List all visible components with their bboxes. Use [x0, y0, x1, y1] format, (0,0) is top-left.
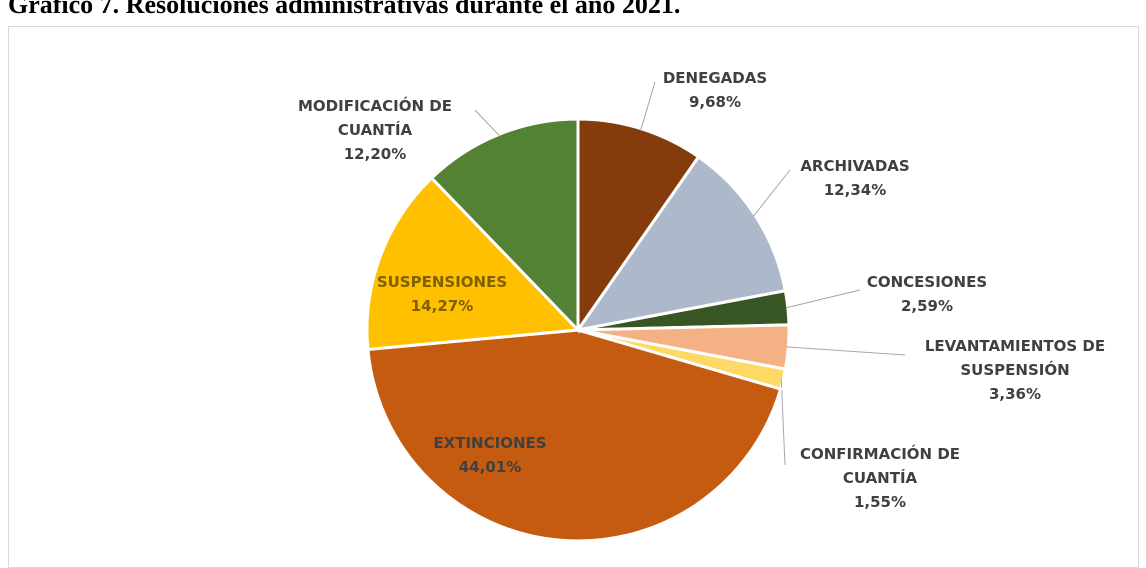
data-label: MODIFICACIÓN DE CUANTÍA 12,20% [275, 94, 475, 166]
data-label: ARCHIVADAS 12,34% [775, 154, 935, 202]
value-label: 44,01% [458, 458, 522, 476]
data-label: SUSPENSIONES 14,27% [362, 270, 522, 318]
chart-title: Gráfico 7. Resoluciones administrativas … [8, 0, 681, 19]
leader-line [640, 81, 656, 131]
category-label: MODIFICACIÓN DE CUANTÍA [298, 97, 452, 139]
leader-line [753, 169, 791, 217]
data-label: CONCESIONES 2,59% [847, 270, 1007, 318]
category-label: CONFIRMACIÓN DE CUANTÍA [799, 445, 961, 487]
value-label: 14,27% [410, 297, 474, 315]
pie-slice [366, 328, 783, 543]
pie-slice [429, 117, 580, 334]
category-label: EXTINCIONES [433, 434, 547, 452]
value-label: 3,36% [988, 385, 1042, 403]
leader-line [474, 109, 501, 137]
data-label: DENEGADAS 9,68% [635, 66, 795, 114]
leader-line [785, 289, 861, 309]
value-label: 12,20% [343, 145, 407, 163]
pie-slice [574, 154, 788, 333]
value-label: 12,34% [823, 181, 887, 199]
value-label: 9,68% [688, 93, 742, 111]
category-label: CONCESIONES [866, 273, 988, 291]
page: Gráfico 7. Resoluciones administrativas … [8, 0, 1139, 568]
value-label: 2,59% [900, 297, 954, 315]
pie-slice [365, 175, 582, 352]
chart [365, 81, 906, 543]
category-label: SUSPENSIONES [376, 273, 508, 291]
data-label: CONFIRMACIÓN DE CUANTÍA 1,55% [780, 442, 980, 514]
category-label: ARCHIVADAS [800, 157, 910, 175]
leader-line [780, 378, 786, 466]
data-label: LEVANTAMIENTOS DE SUSPENSIÓN 3,36% [900, 334, 1130, 406]
leader-line [786, 346, 906, 356]
value-label: 1,55% [853, 493, 907, 511]
category-label: DENEGADAS [662, 69, 768, 87]
data-label: EXTINCIONES 44,01% [410, 431, 570, 479]
category-label: LEVANTAMIENTOS DE SUSPENSIÓN [924, 337, 1106, 379]
